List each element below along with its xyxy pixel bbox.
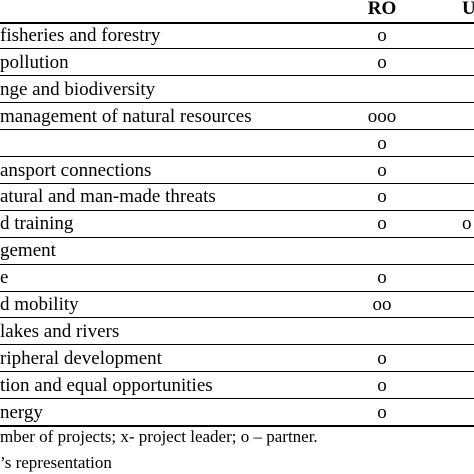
header-rule <box>0 22 474 24</box>
row-ro-value: o <box>377 159 387 181</box>
header-ro: RO <box>367 0 397 19</box>
row-label: d mobility <box>0 294 79 315</box>
row-ro-value: o <box>377 25 387 46</box>
row-ro-value: ooo <box>367 105 397 127</box>
row-rule <box>0 317 474 319</box>
table-row: gement <box>0 237 474 264</box>
table-row: ripheral development o <box>0 345 474 372</box>
row-ro-value: o <box>377 132 387 154</box>
row-label: nge and biodiversity <box>0 78 156 100</box>
bottom-rule <box>0 425 474 427</box>
table-row: pollution o <box>0 49 474 76</box>
row-rule <box>0 75 474 77</box>
row-u-value: o <box>462 213 472 235</box>
header-u: U <box>462 0 474 19</box>
table-header: RO U <box>0 0 474 22</box>
row-rule <box>0 182 474 184</box>
row-label: nergy <box>0 401 43 423</box>
table-row: ansport connections o <box>0 157 474 184</box>
row-label: ripheral development <box>0 347 162 369</box>
row-ro-value: o <box>377 267 387 289</box>
row-rule <box>0 48 474 50</box>
row-label: lakes and rivers <box>0 320 120 342</box>
row-rule <box>0 290 474 292</box>
row-label: d training <box>0 213 74 235</box>
row-ro-value: o <box>377 186 387 208</box>
table-row: nge and biodiversity <box>0 76 474 103</box>
row-label: pollution <box>0 51 69 73</box>
row-label: management of natural resources <box>0 105 252 127</box>
row-label: gement <box>0 240 56 262</box>
row-rule <box>0 129 474 131</box>
row-rule <box>0 156 474 157</box>
table-note-legend: mber of projects; x- project leader; o –… <box>0 427 318 446</box>
row-label: fisheries and forestry <box>0 25 161 46</box>
table-note-source: ’s representation <box>0 453 112 472</box>
row-rule <box>0 263 474 265</box>
row-ro-value: o <box>377 401 387 423</box>
row-label: ansport connections <box>0 159 152 181</box>
row-ro-value: o <box>377 51 387 73</box>
row-ro-value: o <box>377 213 387 235</box>
table-row: lakes and rivers <box>0 318 474 345</box>
table-row: o <box>0 130 474 157</box>
row-rule <box>0 236 474 238</box>
table-row: nergy o <box>0 399 474 426</box>
table-row: d training o o <box>0 210 474 237</box>
table-row: atural and man-made threats o <box>0 183 474 210</box>
row-rule <box>0 102 474 104</box>
table-row: d mobility oo <box>0 291 474 318</box>
row-ro-value: o <box>377 374 387 396</box>
row-rule <box>0 398 474 400</box>
row-ro-value: o <box>377 347 387 369</box>
row-rule <box>0 371 474 373</box>
row-label: tion and equal opportunities <box>0 374 213 396</box>
row-label: e <box>0 267 9 289</box>
row-label: atural and man-made threats <box>0 186 216 208</box>
row-rule <box>0 344 474 346</box>
row-rule <box>0 209 474 211</box>
table-row: tion and equal opportunities o <box>0 372 474 399</box>
row-ro-value: oo <box>372 294 392 315</box>
table-row: fisheries and forestry o <box>0 22 474 49</box>
table-row: management of natural resources ooo <box>0 103 474 130</box>
